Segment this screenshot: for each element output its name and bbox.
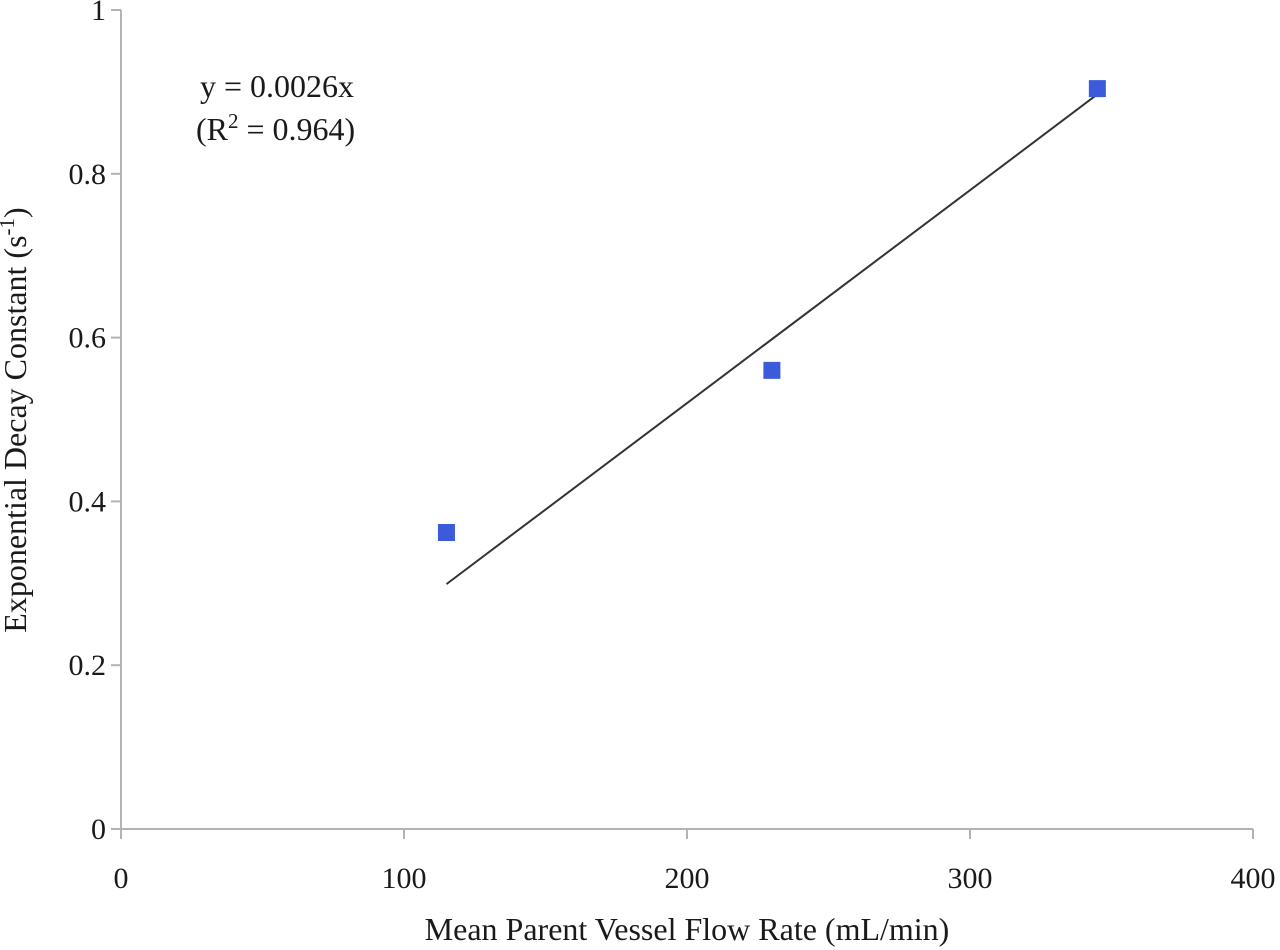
trendline-layer bbox=[445, 93, 1098, 585]
data-point-marker bbox=[763, 361, 781, 379]
x-axis-title: Mean Parent Vessel Flow Rate (mL/min) bbox=[425, 911, 950, 947]
x-tick-label: 200 bbox=[665, 862, 710, 895]
y-tick-label: 0.6 bbox=[69, 322, 107, 355]
y-tick-label: 0.2 bbox=[69, 649, 107, 682]
x-tick-label: 300 bbox=[948, 862, 993, 895]
r-squared-annotation: (R2 = 0.964) bbox=[196, 109, 355, 147]
data-point-marker bbox=[1088, 80, 1106, 98]
x-axis-ticks: 0 100 200 300 400 bbox=[114, 829, 1276, 895]
y-axis-ticks: 0 0.2 0.4 0.6 0.8 1 bbox=[69, 0, 121, 846]
y-axis-title: Exponential Decay Constant (s-1) bbox=[0, 207, 33, 632]
y-tick-label: 0.4 bbox=[69, 485, 107, 518]
y-tick-label: 1 bbox=[91, 0, 106, 27]
y-tick-label: 0.8 bbox=[69, 158, 107, 191]
data-point-marker bbox=[437, 524, 455, 542]
data-points bbox=[437, 80, 1106, 542]
x-tick-label: 0 bbox=[114, 862, 129, 895]
x-tick-label: 400 bbox=[1231, 862, 1276, 895]
equation-annotation: y = 0.0026x bbox=[200, 68, 354, 104]
trendline bbox=[445, 93, 1098, 585]
y-tick-label: 0 bbox=[91, 813, 106, 846]
x-tick-label: 100 bbox=[382, 862, 427, 895]
